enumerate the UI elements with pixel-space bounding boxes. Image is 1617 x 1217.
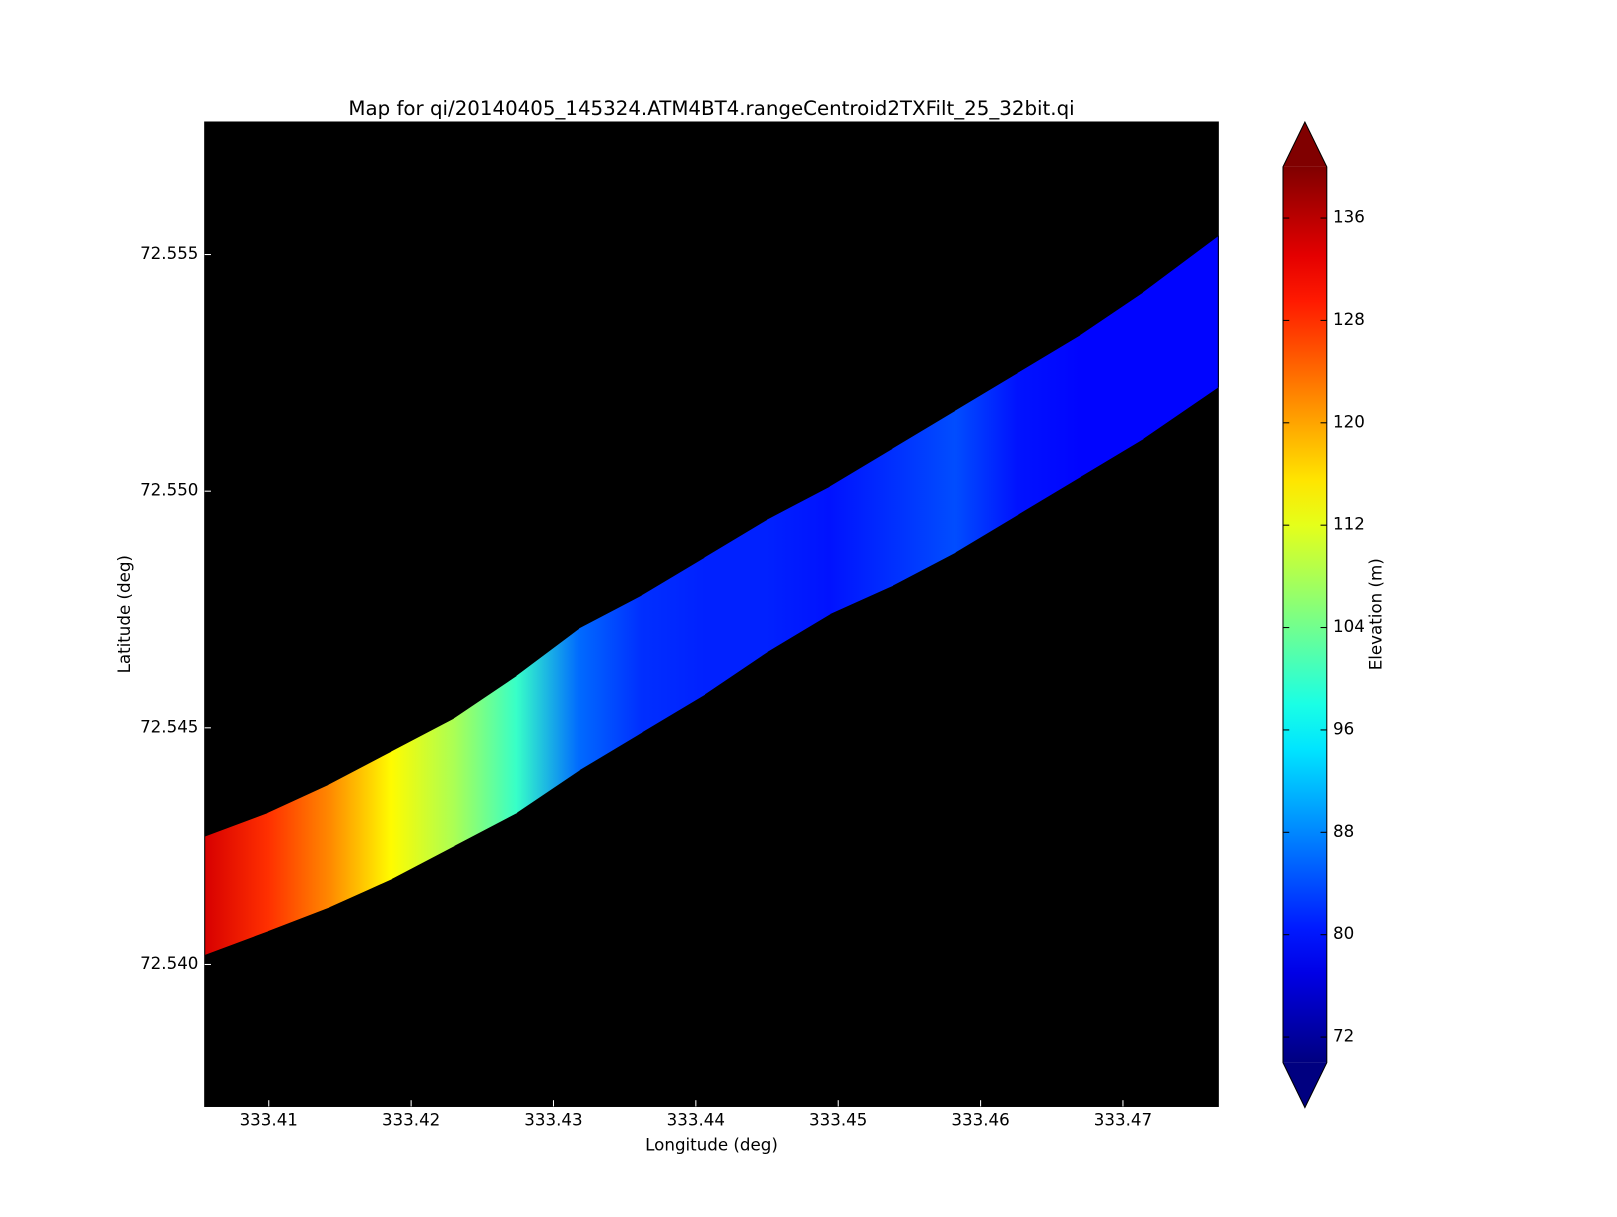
y-tick-label: 72.540 <box>140 954 198 973</box>
chart-title: Map for qi/20140405_145324.ATM4BT4.range… <box>348 97 1074 120</box>
swath-segment <box>1017 334 1081 515</box>
colorbar-tick-label: 120 <box>1333 412 1365 431</box>
x-tick-label: 333.46 <box>951 1111 1009 1130</box>
x-tick-label: 333.45 <box>809 1111 867 1130</box>
swath-segment <box>204 813 268 956</box>
x-tick-label: 333.47 <box>1094 1111 1152 1130</box>
x-tick-label: 333.43 <box>524 1111 582 1130</box>
swath-segment <box>516 628 580 814</box>
swath-segment <box>1142 235 1219 440</box>
swath-segment <box>328 751 392 908</box>
x-tick-label: 333.42 <box>382 1111 440 1130</box>
colorbar-label: Elevation (m) <box>1366 558 1385 670</box>
swath-segment <box>579 595 643 771</box>
colorbar-tick-label: 136 <box>1333 208 1365 227</box>
colorbar-tick-label: 88 <box>1333 822 1354 841</box>
swath-segment <box>391 718 455 880</box>
colorbar-tick-label: 80 <box>1333 924 1354 943</box>
swath-segment <box>453 675 518 847</box>
colorbar-extend-min <box>1282 1062 1327 1108</box>
colorbar-tick-label: 96 <box>1333 719 1354 738</box>
swath-segment <box>829 448 893 615</box>
colorbar-extend-max <box>1282 122 1327 167</box>
swath-segment <box>1080 292 1144 477</box>
swath-segment <box>892 410 956 586</box>
y-tick-label: 72.550 <box>140 481 198 500</box>
x-tick-label: 333.41 <box>240 1111 298 1130</box>
colorbar-tick-label: 112 <box>1333 515 1365 534</box>
colorbar-frame <box>1282 120 1328 1109</box>
colorbar-tick-label: 104 <box>1333 617 1365 636</box>
swath-segment <box>954 372 1019 553</box>
x-tick-label: 333.44 <box>667 1111 725 1130</box>
y-tick-label: 72.555 <box>140 244 198 263</box>
swath-segment <box>767 486 831 653</box>
colorbar-tick-label: 72 <box>1333 1027 1354 1046</box>
y-axis-label: Latitude (deg) <box>115 555 134 673</box>
plot-frame <box>204 121 1219 1107</box>
swath-segment <box>704 519 768 695</box>
colorbar-tick-label: 128 <box>1333 310 1365 329</box>
swath-segment <box>641 557 706 733</box>
swath-segment <box>267 784 330 932</box>
colorbar <box>1282 166 1327 1063</box>
x-axis-label: Longitude (deg) <box>645 1136 778 1155</box>
y-tick-label: 72.545 <box>140 717 198 736</box>
